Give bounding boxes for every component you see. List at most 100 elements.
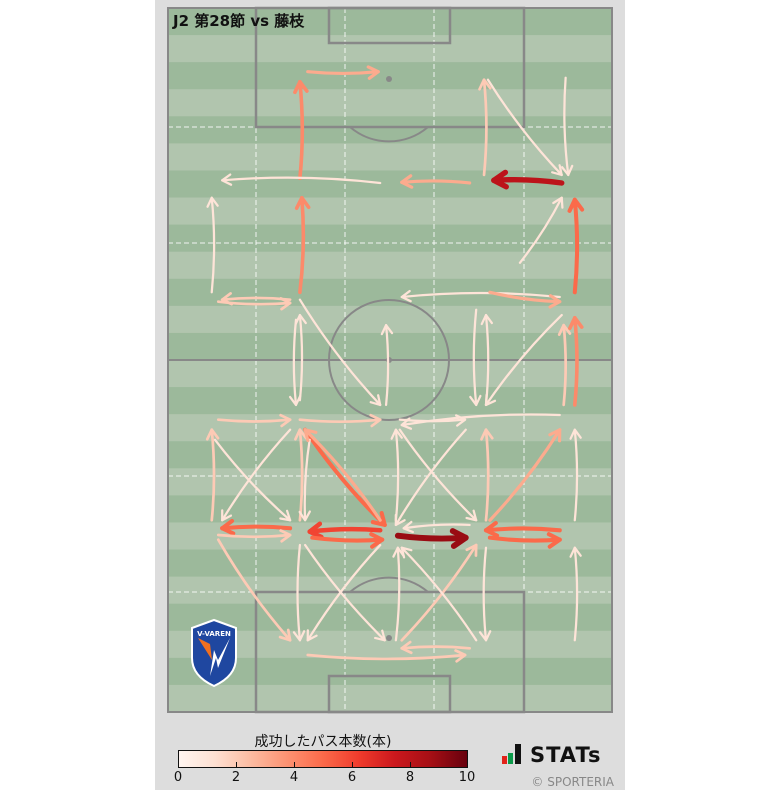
pass-line — [298, 313, 304, 402]
pass-arrow — [205, 428, 220, 522]
pass-line — [394, 428, 400, 522]
chart-title: J2 第28節 vs 藤枝 — [173, 12, 305, 30]
pass-line — [482, 78, 488, 177]
pass-line — [484, 313, 563, 407]
pitch-stripe — [168, 387, 612, 415]
legend-title: 成功したパス本数(本) — [254, 734, 392, 750]
pass-arrow — [303, 543, 386, 642]
colorbar — [178, 750, 468, 768]
arrowhead-icon — [484, 393, 497, 407]
tick-label: 2 — [231, 770, 241, 785]
arrowhead-icon — [465, 543, 478, 557]
pass-line — [572, 315, 579, 407]
pitch-stripe — [168, 8, 612, 36]
penalty-arc-top — [349, 126, 429, 143]
pass-arrow — [478, 78, 492, 177]
tick-mark — [410, 762, 411, 767]
pass-arrow — [298, 438, 311, 522]
arrowhead-icon — [569, 546, 582, 558]
pass-arrow — [213, 438, 292, 522]
pass-arrow — [400, 413, 561, 430]
arrowhead-icon — [400, 289, 412, 303]
pass-line — [221, 176, 382, 185]
pass-arrow — [488, 290, 562, 309]
arrowhead-icon — [288, 394, 302, 407]
pass-arrow — [400, 640, 472, 655]
pass-line — [220, 524, 293, 531]
penalty-spot-top — [386, 76, 392, 82]
pitch-stripe — [168, 495, 612, 523]
arrowhead-icon — [279, 413, 292, 428]
arrowhead-icon — [483, 520, 500, 538]
arrowhead-icon — [478, 78, 492, 91]
tick-mark — [294, 762, 295, 767]
pass-arrow — [306, 649, 467, 663]
pass-line — [573, 546, 579, 642]
arrowhead-icon — [548, 294, 562, 309]
arrowhead-icon — [480, 428, 494, 441]
pass-arrow — [568, 315, 584, 407]
pitch-stripe — [168, 251, 612, 280]
pass-arrow — [220, 518, 293, 536]
pass-line — [303, 543, 386, 642]
pass-line — [398, 428, 478, 522]
arrowhead-icon — [279, 297, 292, 311]
pass-arrow — [216, 538, 292, 642]
team-logo: V-VAREN — [191, 618, 237, 688]
arrowhead-icon — [546, 532, 562, 549]
arrowhead-icon — [298, 510, 311, 522]
tick-label: 8 — [405, 770, 415, 785]
arrowhead-icon — [560, 164, 574, 177]
pass-arrow — [488, 428, 562, 522]
arrowhead-icon — [568, 315, 584, 331]
pitch-stripe — [168, 657, 612, 686]
pass-line — [303, 438, 311, 522]
arrowhead-icon — [366, 65, 380, 80]
arrowhead-icon — [220, 518, 236, 536]
pass-line — [486, 78, 563, 177]
pass-arrow — [390, 428, 403, 522]
pass-line — [303, 428, 382, 522]
arrowhead-icon — [465, 509, 478, 522]
pass-line — [306, 653, 467, 661]
pitch-lines — [167, 6, 613, 714]
pass-line — [484, 428, 490, 522]
pass-line — [306, 70, 380, 76]
pass-line — [216, 538, 292, 642]
arrowhead-icon — [392, 546, 405, 558]
pass-line — [573, 428, 579, 522]
pass-line — [298, 195, 306, 295]
pass-line — [472, 308, 478, 407]
pass-arrow — [469, 308, 482, 407]
pass-line — [306, 543, 382, 642]
pass-line — [400, 546, 478, 642]
tick-label: 10 — [458, 770, 476, 785]
pass-arrow — [491, 169, 565, 190]
arrowhead-icon — [402, 520, 415, 534]
tick-label: 6 — [347, 770, 357, 785]
arrowhead-icon — [369, 532, 385, 549]
pass-arrow — [484, 313, 563, 407]
pass-arrow — [303, 428, 382, 522]
arrowhead-icon — [294, 313, 307, 326]
arrowhead-icon — [400, 174, 414, 189]
pass-arrow — [478, 546, 492, 642]
pass-line — [400, 543, 478, 642]
pass-line — [482, 546, 488, 642]
pass-arrow — [480, 428, 494, 522]
pass-arrow — [394, 528, 469, 549]
pass-arrow — [310, 532, 385, 549]
pass-line — [402, 523, 471, 530]
pass-line — [394, 532, 469, 542]
tick-label: 0 — [173, 770, 183, 785]
arrowhead-icon — [491, 169, 509, 190]
pass-arrow — [216, 529, 292, 543]
arrowhead-icon — [569, 428, 582, 440]
pitch-stripe — [168, 89, 612, 117]
pass-arrow — [298, 298, 382, 407]
pass-arrow — [294, 428, 308, 522]
pass-arrow — [400, 543, 478, 642]
arrowhead-icon — [370, 511, 387, 527]
pitch-stripe — [168, 576, 612, 605]
pass-line — [216, 418, 292, 423]
